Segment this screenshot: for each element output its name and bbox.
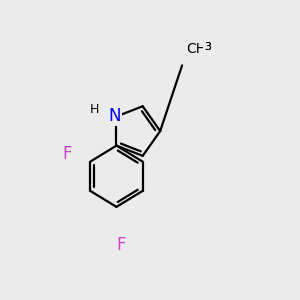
Text: 3: 3 — [204, 42, 211, 52]
Text: F: F — [62, 146, 72, 164]
Text: 3: 3 — [204, 42, 211, 52]
Text: H: H — [90, 103, 99, 116]
Text: N: N — [109, 107, 121, 125]
Text: F: F — [116, 236, 126, 254]
Text: CH: CH — [187, 42, 207, 56]
